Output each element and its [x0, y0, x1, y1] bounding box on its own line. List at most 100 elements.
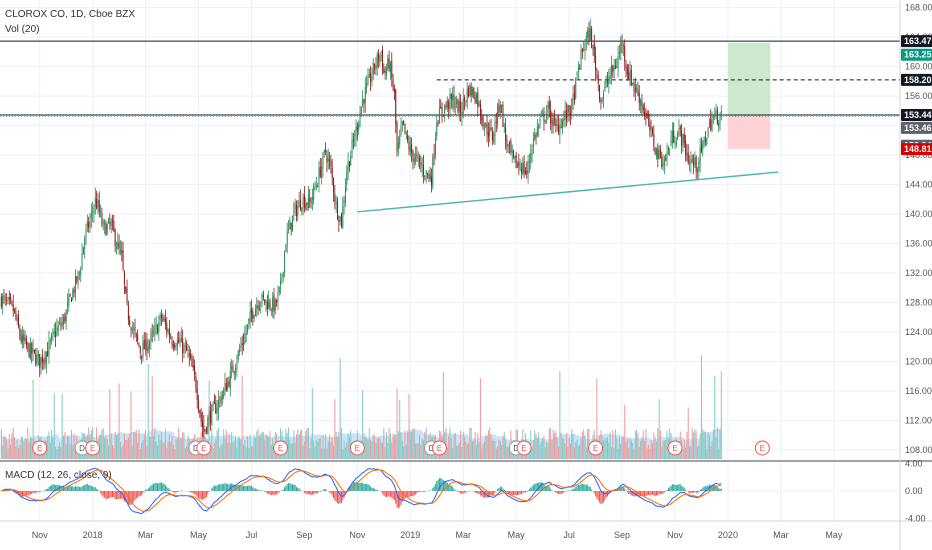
candle-body [228, 380, 230, 387]
earnings-marker-circle [273, 440, 289, 456]
volume-bar [663, 440, 665, 459]
candle-body [270, 309, 272, 311]
candle-body [86, 221, 88, 227]
candle-body [4, 297, 6, 299]
volume-bar [4, 436, 6, 459]
candle-body [628, 72, 630, 79]
macd-hist-bar [704, 486, 706, 491]
time-tick-label: 2019 [400, 530, 420, 540]
candle-body [554, 118, 556, 121]
macd-hist-bar [579, 485, 581, 491]
macd-hist-bar [401, 491, 403, 502]
candle-body [642, 106, 644, 111]
macd-hist-bar [710, 485, 712, 491]
volume-bar [638, 446, 640, 459]
candle-body [434, 137, 436, 156]
volume-bar [211, 427, 213, 459]
volume-bar [609, 432, 611, 459]
candle-body [176, 340, 178, 347]
volume-bar [695, 431, 697, 459]
candle-body [535, 133, 537, 138]
macd-hist-bar [97, 489, 99, 491]
volume-bar [700, 355, 702, 459]
macd-hist-bar [150, 485, 152, 491]
candle-body [648, 119, 650, 121]
macd-hist-bar [294, 484, 296, 491]
macd-hist-bar [424, 491, 426, 493]
volume-bar [52, 437, 54, 459]
macd-hist-bar [505, 491, 507, 492]
macd-hist-bar [67, 486, 68, 491]
candle-body [333, 178, 335, 194]
candle-body [321, 166, 323, 178]
volume-bar [63, 436, 65, 459]
candle-body [286, 231, 288, 245]
macd-hist-bar [474, 491, 476, 493]
candle-body [155, 324, 157, 327]
volume-bar [612, 429, 614, 459]
candle-body [589, 28, 591, 41]
macd-hist-bar [47, 488, 49, 491]
position-zones[interactable] [727, 42, 771, 150]
macd-hist-bar [675, 485, 677, 491]
candle-body [689, 161, 691, 163]
candle-body [213, 402, 215, 404]
macd-hist-bar [519, 491, 521, 495]
macd-hist-bar [417, 491, 419, 493]
macd-hist-bar [546, 486, 548, 491]
price-tick-label: 120.00 [905, 356, 932, 366]
volume-legend[interactable]: Vol (20) [5, 24, 40, 35]
macd-legend[interactable]: MACD (12, 26, close, 9) [5, 470, 112, 481]
macd-hist-bar [659, 491, 661, 494]
candle-body [601, 99, 603, 101]
candle-body [411, 143, 413, 154]
candle-body [438, 107, 440, 124]
candle-body [481, 116, 483, 121]
trendline[interactable] [357, 171, 779, 213]
macd-hist-bar [658, 491, 660, 495]
macd-tick-label: 0.00 [905, 486, 923, 496]
volume-bar [409, 432, 411, 459]
candle-body [39, 353, 41, 368]
candle-body [253, 315, 255, 319]
volume-bar [468, 443, 470, 459]
macd-hist-bar [277, 491, 279, 494]
volume-bar [367, 439, 369, 459]
macd-hist-bar [73, 486, 75, 491]
candle-body [277, 292, 279, 302]
macd-hist-bar [253, 488, 255, 491]
macd-hist-bar [88, 484, 90, 491]
volume-bar [478, 441, 480, 459]
time-tick-label: Nov [349, 530, 366, 540]
candle-body [584, 43, 586, 52]
candle-body [24, 337, 26, 342]
macd-hist-bar [12, 491, 14, 492]
macd-hist-bar [486, 491, 488, 498]
candle-body [175, 347, 177, 349]
macd-hist-bar [691, 491, 693, 493]
volume-bar [109, 389, 111, 459]
volume-bar [29, 436, 31, 459]
price-tag-label: 153.44 [904, 110, 932, 120]
candle-body [184, 345, 186, 347]
candle-body [40, 357, 42, 366]
candle-body [29, 343, 31, 359]
candle-body [134, 326, 136, 332]
candle-body [667, 147, 669, 154]
symbol-legend[interactable]: CLOROX CO, 1D, Cboe BZX [5, 9, 136, 20]
macd-hist-bar [555, 491, 557, 493]
volume-bar [576, 439, 578, 459]
candle-body [346, 171, 348, 185]
price-tick-label: 112.00 [905, 415, 932, 425]
macd-hist-bar [460, 491, 462, 494]
volume-bar [380, 442, 382, 459]
volume-bar [569, 443, 571, 459]
macd-hist-bar [74, 486, 76, 491]
macd-hist-bar [674, 484, 676, 491]
candle-body [313, 185, 315, 200]
volume-bar [608, 442, 610, 459]
macd-hist-bar [208, 491, 210, 492]
earnings-marker-circle [754, 440, 770, 456]
